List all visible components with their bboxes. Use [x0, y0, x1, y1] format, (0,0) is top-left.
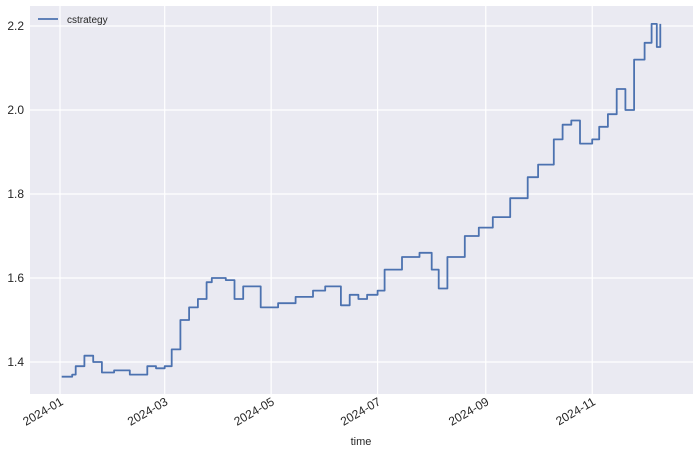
x-tick-label: 2024-03 — [125, 394, 170, 428]
y-tick-label: 1.6 — [7, 271, 24, 285]
x-axis-ticks: 2024-01 2024-03 2024-05 2024-07 2024-09 2024-… — [20, 394, 598, 428]
x-tick-label: 2024-09 — [446, 394, 491, 428]
gridlines — [30, 6, 693, 394]
x-tick-label: 2024-11 — [553, 394, 598, 428]
y-tick-label: 1.4 — [7, 355, 24, 369]
legend: cstrategy — [38, 15, 108, 26]
series-line-cstrategy — [61, 22, 662, 378]
x-tick-label: 2024-07 — [338, 394, 383, 428]
y-tick-label: 2.0 — [7, 103, 24, 117]
y-tick-label: 2.2 — [7, 19, 24, 33]
plot-area — [30, 6, 693, 394]
y-tick-label: 1.8 — [7, 187, 24, 201]
x-tick-label: 2024-05 — [231, 394, 276, 428]
legend-label: cstrategy — [67, 15, 108, 26]
x-tick-label: 2024-01 — [20, 394, 65, 428]
x-axis-label: time — [351, 436, 372, 448]
y-axis-ticks: 1.4 1.6 1.8 2.0 2.2 — [7, 19, 24, 369]
